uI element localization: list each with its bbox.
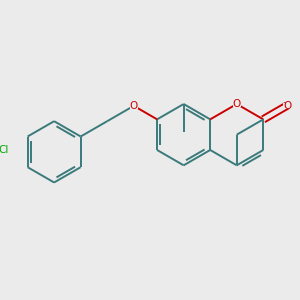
Text: Cl: Cl xyxy=(0,145,9,155)
Text: O: O xyxy=(232,99,241,109)
Bar xyxy=(283,103,291,109)
Bar xyxy=(0,147,10,153)
Bar xyxy=(130,103,138,109)
Text: O: O xyxy=(130,101,138,111)
Text: O: O xyxy=(283,100,291,111)
Bar xyxy=(232,101,241,107)
